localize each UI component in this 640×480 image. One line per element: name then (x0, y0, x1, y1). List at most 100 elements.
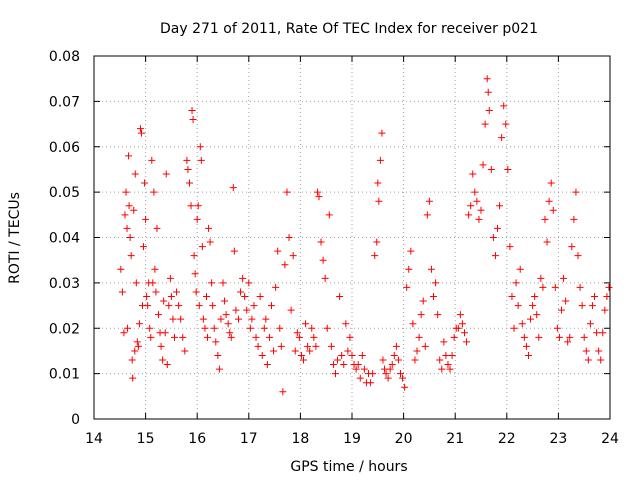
data-point (279, 388, 287, 396)
data-point (371, 252, 379, 260)
data-point (498, 134, 506, 142)
y-tick-label: 0.04 (49, 231, 80, 247)
data-point (196, 143, 204, 151)
data-point (134, 342, 142, 350)
data-point (181, 347, 189, 355)
data-point (230, 247, 238, 255)
data-point (308, 324, 316, 332)
data-point (473, 197, 481, 205)
data-point (444, 361, 452, 369)
data-point (475, 215, 483, 223)
data-point (533, 311, 541, 319)
data-point (270, 347, 278, 355)
data-point (208, 279, 216, 287)
data-point (315, 193, 323, 201)
data-point (423, 211, 431, 219)
data-point (321, 274, 329, 282)
y-tick-labels: 0 0.01 0.02 0.03 0.04 0.05 0.06 0.07 0.08 (49, 49, 80, 428)
data-point (356, 374, 364, 382)
x-tick-label: 14 (85, 431, 103, 447)
data-point (479, 161, 487, 169)
data-point (140, 243, 148, 251)
data-point (551, 283, 559, 291)
data-point (415, 333, 423, 341)
data-point (188, 106, 196, 114)
x-tick-label: 24 (601, 431, 619, 447)
data-point (477, 206, 485, 214)
data-point (500, 102, 508, 110)
data-point (212, 338, 220, 346)
data-point (254, 342, 262, 350)
data-point (289, 252, 297, 260)
data-point (358, 351, 366, 359)
data-point (183, 156, 191, 164)
data-point (460, 329, 468, 337)
data-point (346, 333, 354, 341)
y-tick-label: 0 (71, 412, 80, 428)
data-point (375, 197, 383, 205)
data-point (160, 297, 168, 305)
data-point (283, 188, 291, 196)
data-point (471, 188, 479, 196)
data-point (491, 252, 499, 260)
data-point (185, 179, 193, 187)
data-point (197, 156, 205, 164)
data-point (221, 297, 229, 305)
data-point (153, 224, 161, 232)
data-point (130, 206, 138, 214)
data-point (458, 320, 466, 328)
data-point (313, 188, 321, 196)
data-point (502, 120, 510, 128)
data-point (599, 329, 607, 337)
data-point (125, 152, 133, 160)
data-point (179, 333, 187, 341)
data-point (293, 329, 301, 337)
data-point (250, 302, 258, 310)
data-point (165, 302, 173, 310)
data-point (263, 361, 271, 369)
data-point (276, 324, 284, 332)
data-point (562, 297, 570, 305)
data-point (243, 306, 251, 314)
data-point (601, 306, 609, 314)
y-tick-label: 0.07 (49, 94, 80, 110)
data-point (369, 370, 377, 378)
data-point (504, 165, 512, 173)
data-point (450, 333, 458, 341)
data-point (442, 351, 450, 359)
data-point (512, 279, 520, 287)
data-point (496, 202, 504, 210)
data-point (148, 156, 156, 164)
data-point (132, 279, 140, 287)
data-point (146, 324, 154, 332)
data-point (388, 361, 396, 369)
data-point (127, 252, 135, 260)
data-point (152, 288, 160, 296)
data-point (405, 265, 413, 273)
data-point (297, 351, 305, 359)
data-point (126, 234, 134, 241)
data-point (531, 292, 539, 300)
data-point (302, 320, 310, 328)
data-point (277, 342, 285, 350)
data-point (481, 120, 489, 128)
data-point (205, 224, 213, 232)
data-point (169, 315, 177, 323)
data-point (193, 215, 201, 223)
data-point (336, 292, 344, 300)
data-point (392, 342, 400, 350)
x-tick-label: 20 (395, 431, 413, 447)
data-point (485, 106, 493, 114)
axis-ticks (93, 55, 611, 420)
data-point (382, 370, 390, 378)
data-point (354, 361, 362, 369)
x-tick-label: 15 (137, 431, 155, 447)
data-point (166, 274, 174, 282)
chart-title: Day 271 of 2011, Rate Of TEC Index for r… (160, 21, 538, 37)
data-points (117, 75, 613, 396)
data-point (226, 329, 234, 337)
data-point (576, 283, 584, 291)
grid-lines (94, 56, 610, 419)
data-point (597, 356, 605, 364)
